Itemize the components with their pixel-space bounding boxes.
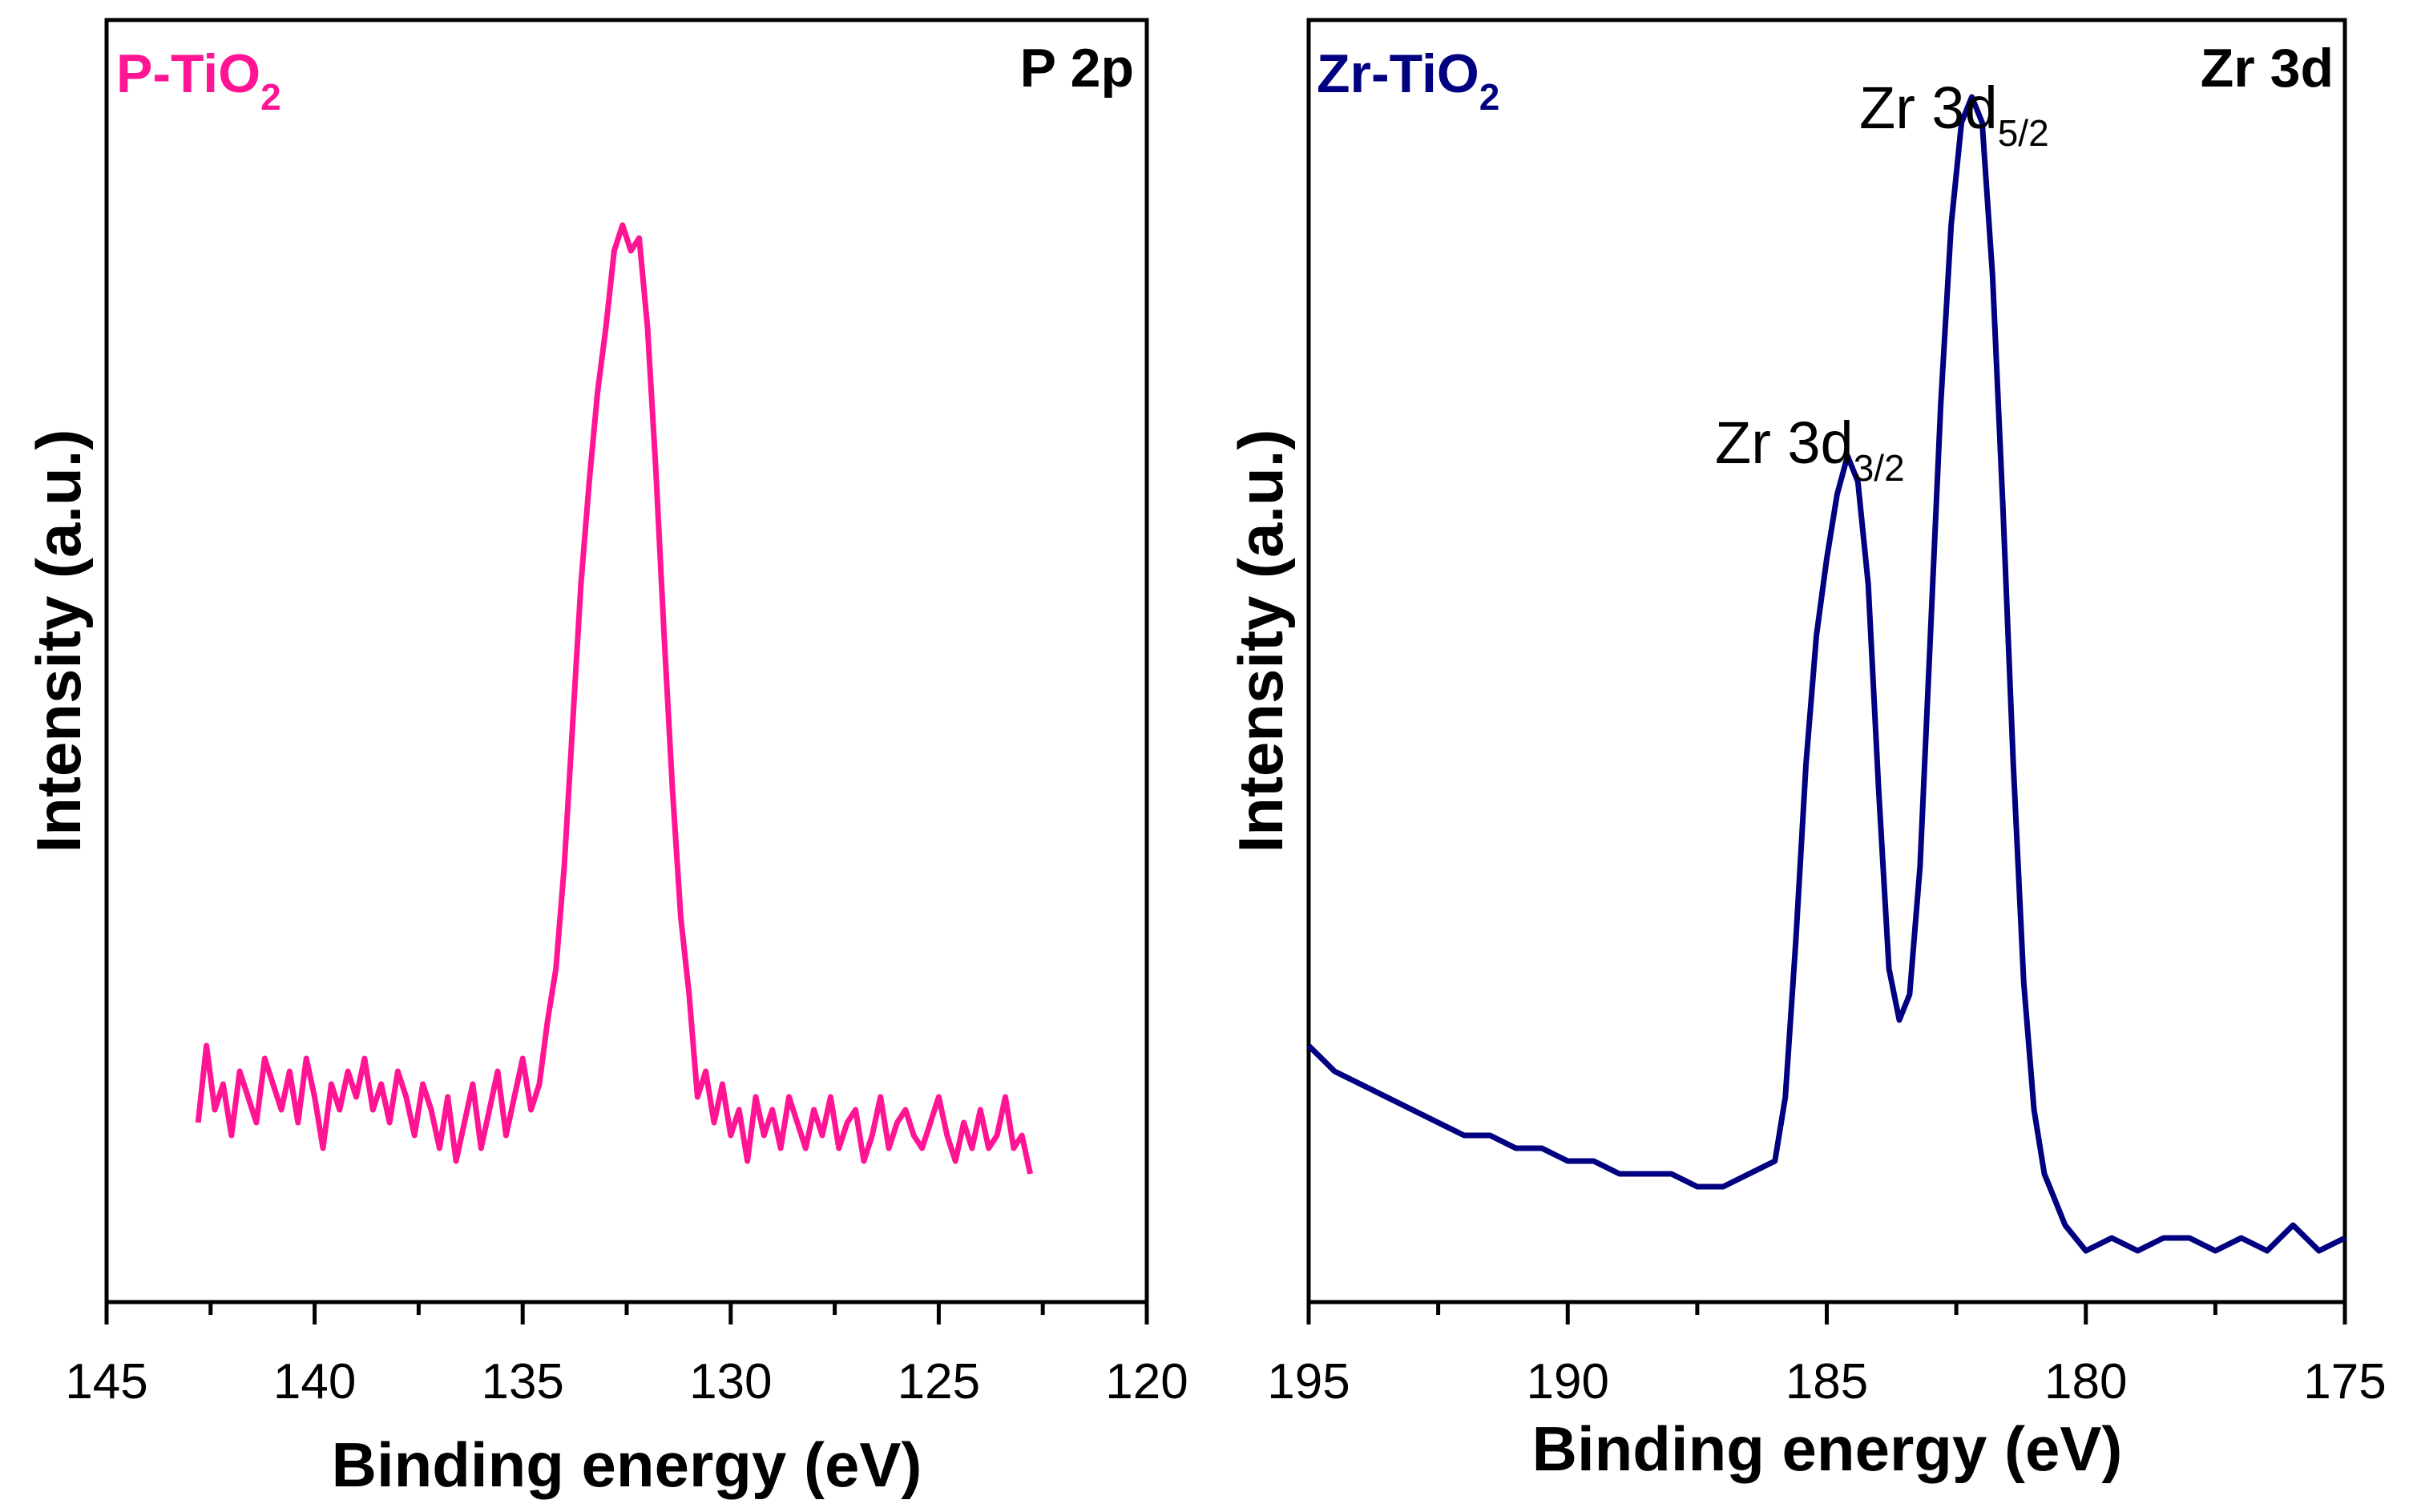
x-axis-title: Binding energy (eV): [1532, 1413, 2123, 1484]
x-ticks: 145 140 135 130 125 120: [65, 1302, 1188, 1409]
x-axis-title: Binding energy (eV): [332, 1429, 922, 1500]
x-tick-label: 140: [273, 1354, 356, 1409]
y-axis-title: Intensity (a.u.): [1225, 429, 1296, 853]
spectrum-line: [1306, 94, 2346, 1254]
sample-label: Zr-TiO2: [1317, 43, 1499, 118]
x-tick-label: 195: [1267, 1354, 1350, 1409]
x-tick-label: 135: [481, 1354, 563, 1409]
peak-label-zr-3d32: Zr 3d3/2: [1715, 409, 1905, 489]
peak-label-zr-3d52: Zr 3d5/2: [1859, 75, 2049, 154]
x-tick-label: 125: [898, 1354, 980, 1409]
spectrum-line: [195, 222, 1034, 1175]
x-tick-label: 180: [2044, 1354, 2127, 1409]
x-ticks: 195 190 185 180 175: [1267, 1302, 2387, 1409]
plot-frame: [104, 18, 1149, 1304]
x-tick-label: 120: [1105, 1354, 1188, 1409]
x-tick-label: 145: [65, 1354, 147, 1409]
x-tick-label: 185: [1786, 1354, 1868, 1409]
x-tick-label: 190: [1527, 1354, 1609, 1409]
panel-zr-tio2: 195 190 185 180 175 Zr-TiO2 Zr 3d Zr 3d3/2 Z…: [1225, 18, 2387, 1484]
x-tick-label: 175: [2303, 1354, 2386, 1409]
y-axis-title: Intensity (a.u.): [23, 429, 94, 853]
plot-frame: [1306, 18, 2347, 1304]
sample-label: P-TiO2: [116, 43, 281, 118]
panel-p-tio2: 145 140 135 130 125 120 P-TiO2 P 2p Binding e…: [23, 18, 1188, 1500]
core-level-label: P 2p: [1020, 38, 1134, 99]
x-tick-label: 130: [689, 1354, 772, 1409]
core-level-label: Zr 3d: [2201, 38, 2334, 99]
